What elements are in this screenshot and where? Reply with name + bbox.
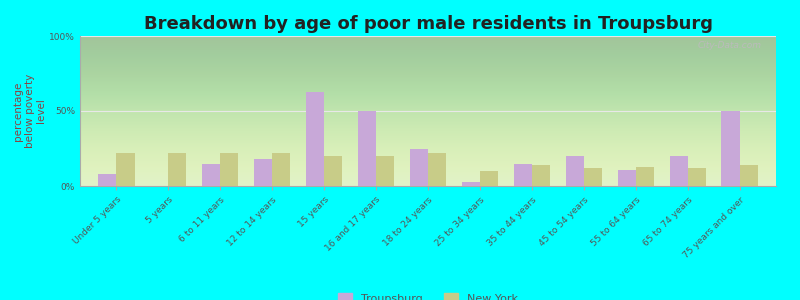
Bar: [168, 153, 186, 186]
Bar: [116, 153, 134, 186]
Y-axis label: percentage
below poverty
level: percentage below poverty level: [14, 74, 46, 148]
Bar: [324, 156, 342, 186]
Bar: [428, 153, 446, 186]
Bar: [306, 92, 324, 186]
Bar: [722, 111, 740, 186]
Bar: [636, 167, 654, 186]
Bar: [376, 156, 394, 186]
Bar: [272, 153, 290, 186]
Bar: [410, 148, 428, 186]
Bar: [480, 171, 498, 186]
Bar: [254, 159, 272, 186]
Bar: [358, 111, 376, 186]
Bar: [532, 165, 550, 186]
Bar: [202, 164, 220, 186]
Bar: [514, 164, 532, 186]
Bar: [220, 153, 238, 186]
Text: City-Data.com: City-Data.com: [698, 40, 762, 50]
Bar: [584, 168, 602, 186]
Bar: [462, 182, 480, 186]
Bar: [688, 168, 706, 186]
Bar: [618, 169, 636, 186]
Bar: [670, 156, 688, 186]
Bar: [98, 174, 116, 186]
Bar: [566, 156, 584, 186]
Title: Breakdown by age of poor male residents in Troupsburg: Breakdown by age of poor male residents …: [143, 15, 713, 33]
Bar: [740, 165, 758, 186]
Legend: Troupsburg, New York: Troupsburg, New York: [334, 289, 522, 300]
